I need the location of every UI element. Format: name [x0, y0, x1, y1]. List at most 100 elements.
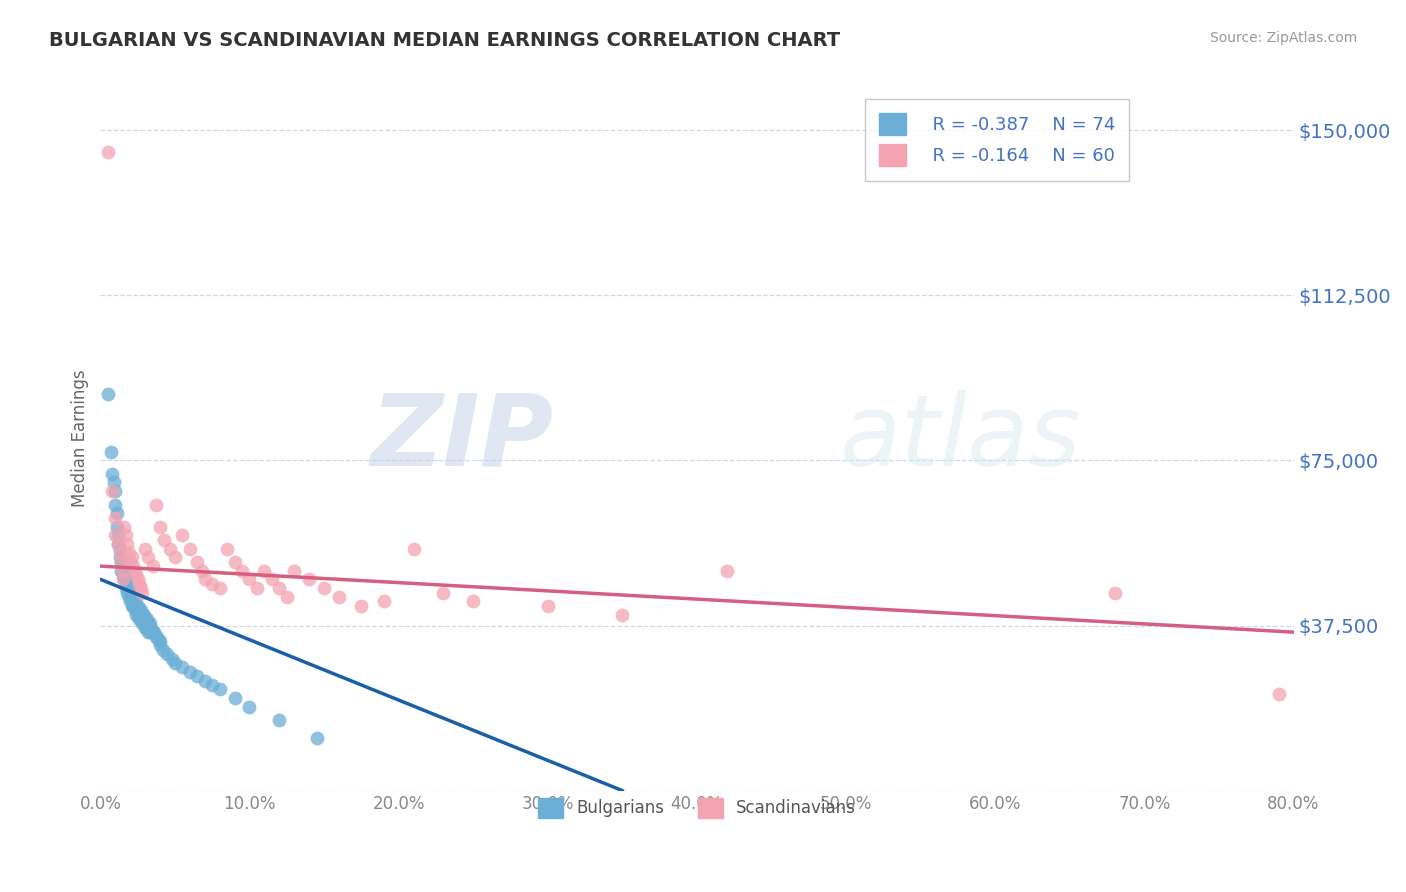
Point	[152, 642, 174, 657]
Point	[136, 616, 159, 631]
Point	[238, 700, 260, 714]
Point	[107, 537, 129, 551]
Point	[125, 607, 148, 622]
Point	[145, 498, 167, 512]
Point	[110, 555, 132, 569]
Point	[208, 581, 231, 595]
Point	[118, 581, 141, 595]
Point	[269, 581, 291, 595]
Point	[112, 564, 135, 578]
Point	[112, 519, 135, 533]
Point	[612, 607, 634, 622]
Point	[156, 647, 179, 661]
Point	[179, 541, 201, 556]
Point	[350, 599, 373, 613]
Point	[1104, 585, 1126, 599]
Point	[132, 616, 155, 631]
Point	[114, 572, 136, 586]
Point	[142, 559, 165, 574]
Point	[149, 638, 172, 652]
Point	[97, 387, 120, 401]
Point	[231, 564, 253, 578]
Point	[124, 564, 146, 578]
Point	[114, 528, 136, 542]
Point	[121, 590, 143, 604]
Y-axis label: Median Earnings: Median Earnings	[72, 369, 89, 508]
Point	[115, 537, 138, 551]
Point	[128, 612, 150, 626]
Point	[201, 576, 224, 591]
Point	[163, 656, 186, 670]
Point	[127, 607, 149, 622]
Point	[134, 541, 156, 556]
Legend: Bulgarians, Scandinavians: Bulgarians, Scandinavians	[531, 791, 862, 824]
Point	[118, 546, 141, 560]
Point	[135, 621, 157, 635]
Point	[120, 585, 142, 599]
Point	[149, 519, 172, 533]
Point	[128, 576, 150, 591]
Point	[328, 590, 350, 604]
Point	[103, 475, 125, 490]
Point	[108, 546, 131, 560]
Point	[105, 506, 128, 520]
Point	[114, 581, 136, 595]
Point	[104, 484, 127, 499]
Point	[217, 541, 239, 556]
Point	[127, 599, 149, 613]
Point	[312, 581, 335, 595]
Point	[125, 599, 148, 613]
Point	[115, 576, 138, 591]
Point	[260, 572, 283, 586]
Text: atlas: atlas	[841, 390, 1081, 487]
Point	[136, 625, 159, 640]
Point	[121, 550, 143, 565]
Point	[132, 607, 155, 622]
Point	[172, 660, 194, 674]
Point	[145, 630, 167, 644]
Point	[134, 612, 156, 626]
Point	[118, 590, 141, 604]
Point	[129, 581, 152, 595]
Point	[112, 572, 135, 586]
Point	[104, 528, 127, 542]
Point	[201, 678, 224, 692]
Point	[191, 564, 214, 578]
Point	[402, 541, 425, 556]
Point	[107, 537, 129, 551]
Point	[143, 625, 166, 640]
Point	[716, 564, 738, 578]
Text: BULGARIAN VS SCANDINAVIAN MEDIAN EARNINGS CORRELATION CHART: BULGARIAN VS SCANDINAVIAN MEDIAN EARNING…	[49, 31, 841, 50]
Point	[122, 590, 145, 604]
Text: ZIP: ZIP	[371, 390, 554, 487]
Point	[101, 484, 124, 499]
Point	[186, 669, 208, 683]
Point	[224, 691, 246, 706]
Point	[111, 568, 134, 582]
Point	[246, 581, 269, 595]
Point	[110, 564, 132, 578]
Point	[305, 731, 328, 745]
Point	[124, 594, 146, 608]
Point	[163, 550, 186, 565]
Point	[179, 665, 201, 679]
Point	[107, 528, 129, 542]
Point	[537, 599, 560, 613]
Point	[131, 616, 153, 631]
Point	[128, 603, 150, 617]
Point	[122, 559, 145, 574]
Point	[1267, 687, 1289, 701]
Point	[172, 528, 194, 542]
Point	[159, 541, 181, 556]
Point	[139, 621, 162, 635]
Point	[283, 564, 305, 578]
Point	[253, 564, 276, 578]
Point	[138, 625, 160, 640]
Point	[129, 603, 152, 617]
Point	[146, 630, 169, 644]
Text: Source: ZipAtlas.com: Source: ZipAtlas.com	[1209, 31, 1357, 45]
Point	[104, 498, 127, 512]
Point	[100, 444, 122, 458]
Point	[186, 555, 208, 569]
Point	[105, 519, 128, 533]
